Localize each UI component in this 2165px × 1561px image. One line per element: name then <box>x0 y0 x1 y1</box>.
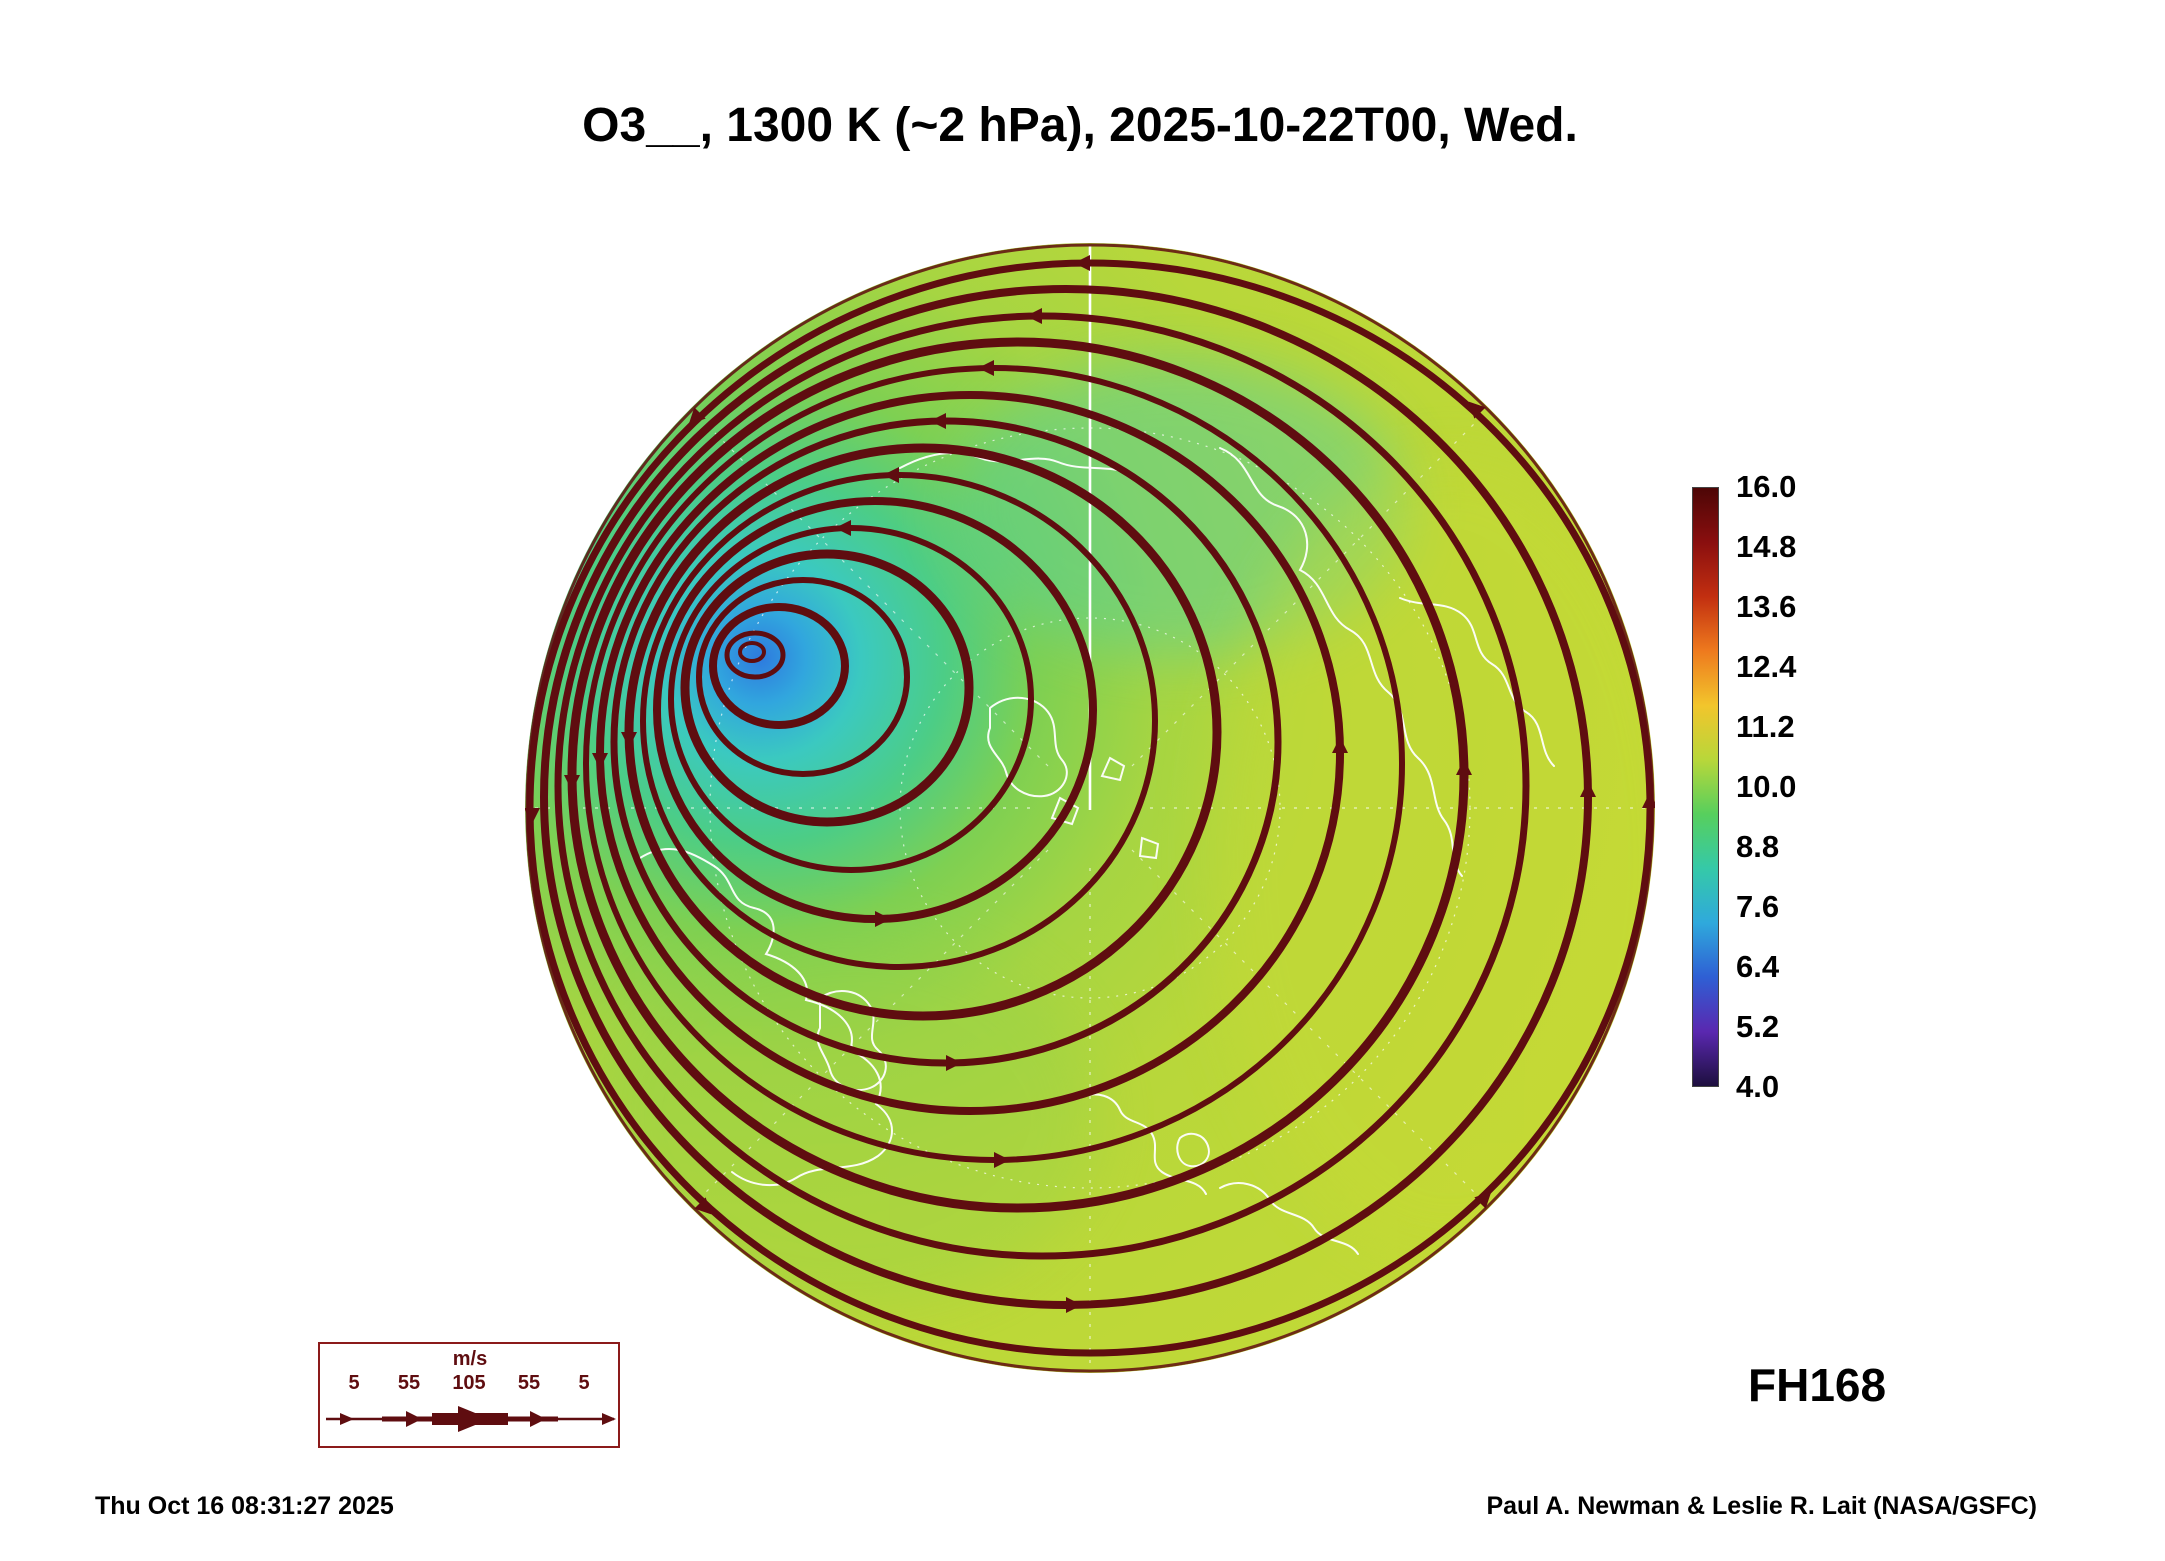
colorbar-tick: 10.0 <box>1736 769 1797 804</box>
polar-map <box>525 243 1655 1373</box>
author-credit: Paul A. Newman & Leslie R. Lait (NASA/GS… <box>1486 1492 2037 1520</box>
colorbar: 16.0 14.8 13.6 12.4 11.2 10.0 8.8 7.6 6.… <box>1692 469 1912 1104</box>
wind-legend-value: 55 <box>397 1372 421 1394</box>
disk-rim <box>525 243 1655 1373</box>
figure-title: O3__, 1300 K (~2 hPa), 2025-10-22T00, We… <box>582 99 1578 152</box>
colorbar-tick: 6.4 <box>1736 949 1780 984</box>
wind-scale-arrow <box>326 1406 616 1432</box>
wind-speed-legend: m/s 5 55 105 55 5 <box>318 1342 620 1448</box>
colorbar-tick: 4.0 <box>1736 1069 1780 1104</box>
generation-timestamp: Thu Oct 16 08:31:27 2025 <box>95 1492 394 1520</box>
colorbar-tick: 5.2 <box>1736 1009 1780 1044</box>
wind-legend-value: 5 <box>578 1372 590 1394</box>
colorbar-gradient <box>1692 487 1719 1087</box>
wind-legend-value: 5 <box>348 1372 360 1394</box>
wind-legend-value: 105 <box>452 1372 486 1394</box>
wind-legend-value: 55 <box>517 1372 541 1394</box>
colorbar-tick: 12.4 <box>1736 649 1797 684</box>
colorbar-tick: 7.6 <box>1736 889 1780 924</box>
coastlines <box>639 447 1555 1255</box>
wind-legend-unit: m/s <box>452 1348 488 1370</box>
forecast-hour-label: FH168 <box>1748 1359 1887 1411</box>
colorbar-tick: 11.2 <box>1736 709 1795 744</box>
colorbar-tick: 16.0 <box>1736 469 1797 504</box>
colorbar-tick: 13.6 <box>1736 589 1797 624</box>
colorbar-tick: 8.8 <box>1736 829 1780 864</box>
colorbar-tick: 14.8 <box>1736 529 1797 564</box>
